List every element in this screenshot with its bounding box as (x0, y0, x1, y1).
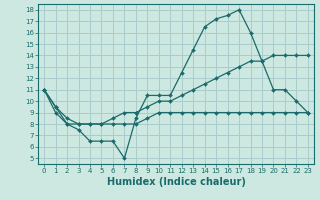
X-axis label: Humidex (Indice chaleur): Humidex (Indice chaleur) (107, 177, 245, 187)
